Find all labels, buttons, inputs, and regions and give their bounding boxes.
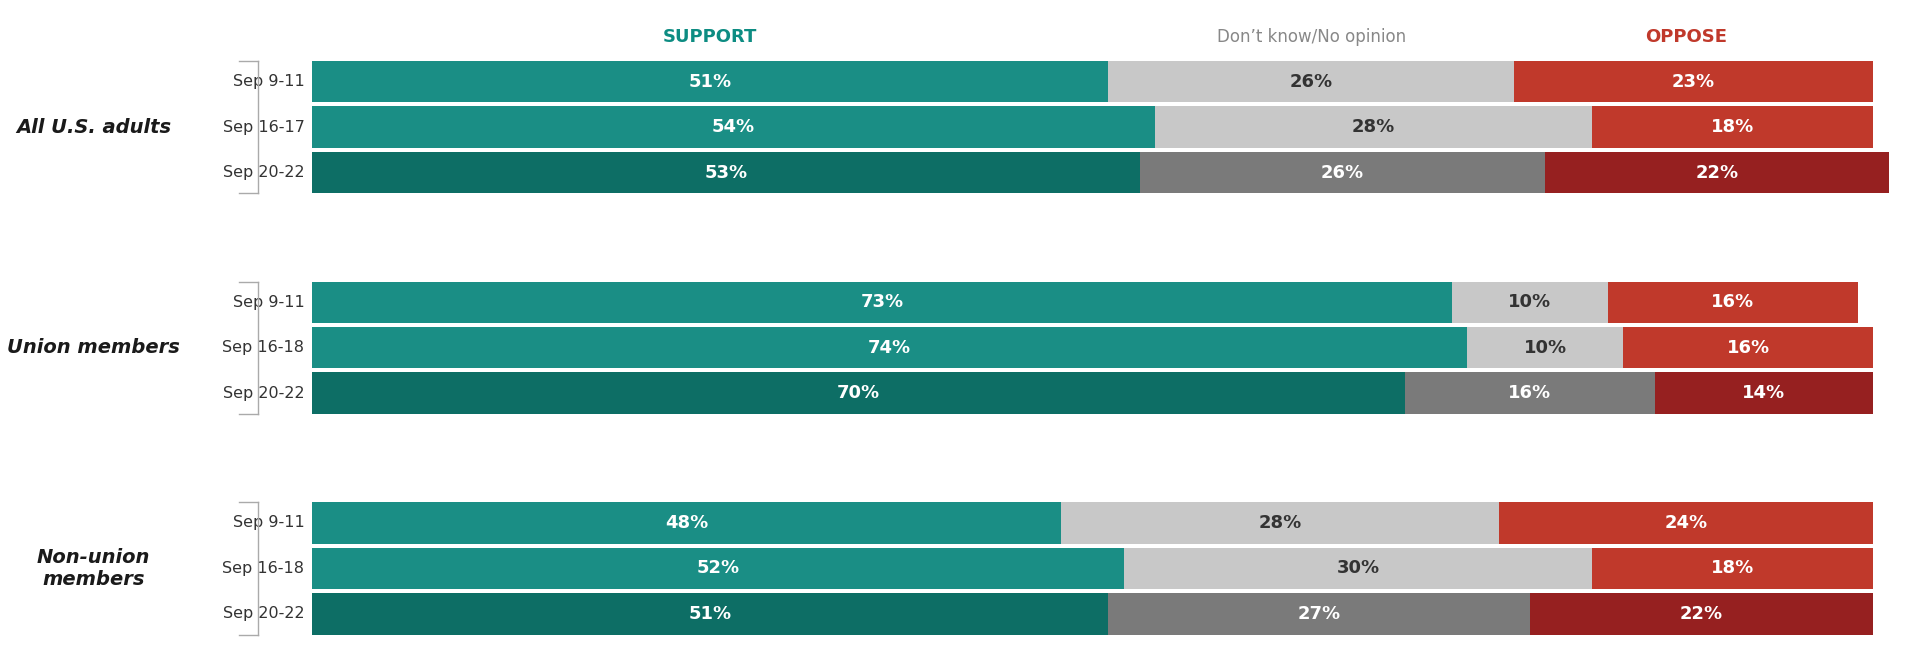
Text: 48%: 48% xyxy=(664,514,708,532)
Bar xyxy=(1592,106,1874,148)
Bar xyxy=(313,593,1108,634)
Text: Non-union
members: Non-union members xyxy=(36,548,150,589)
Text: 18%: 18% xyxy=(1711,118,1755,136)
Bar xyxy=(1405,372,1655,414)
Text: Sep 9-11: Sep 9-11 xyxy=(232,295,305,310)
Bar xyxy=(1546,152,1889,194)
Bar xyxy=(313,106,1156,148)
Text: 28%: 28% xyxy=(1352,118,1396,136)
Text: 16%: 16% xyxy=(1509,384,1551,402)
Text: 26%: 26% xyxy=(1321,163,1363,181)
Bar xyxy=(313,372,1405,414)
Text: Sep 20-22: Sep 20-22 xyxy=(223,165,305,180)
Text: Sep 16-18: Sep 16-18 xyxy=(223,340,305,355)
Bar xyxy=(1655,372,1874,414)
Text: All U.S. adults: All U.S. adults xyxy=(15,118,171,136)
Text: 16%: 16% xyxy=(1711,293,1755,311)
Text: Sep 9-11: Sep 9-11 xyxy=(232,74,305,89)
Bar xyxy=(1498,502,1874,544)
Bar xyxy=(1108,593,1530,634)
Text: Sep 20-22: Sep 20-22 xyxy=(223,606,305,622)
Text: 74%: 74% xyxy=(868,339,912,357)
Bar xyxy=(1139,152,1546,194)
Text: 24%: 24% xyxy=(1665,514,1707,532)
Bar xyxy=(1467,327,1624,368)
Text: 10%: 10% xyxy=(1524,339,1567,357)
Text: 22%: 22% xyxy=(1680,605,1722,623)
Bar xyxy=(1530,593,1874,634)
Text: Sep 20-22: Sep 20-22 xyxy=(223,386,305,401)
Bar xyxy=(1123,548,1592,589)
Text: OPPOSE: OPPOSE xyxy=(1645,28,1726,46)
Bar xyxy=(313,61,1108,102)
Text: 54%: 54% xyxy=(712,118,755,136)
Text: 18%: 18% xyxy=(1711,559,1755,577)
Text: 26%: 26% xyxy=(1290,73,1332,91)
Bar xyxy=(313,502,1062,544)
Text: 53%: 53% xyxy=(705,163,747,181)
Bar xyxy=(1156,106,1592,148)
Text: SUPPORT: SUPPORT xyxy=(662,28,756,46)
Bar xyxy=(1062,502,1498,544)
Bar xyxy=(313,282,1452,323)
Text: 14%: 14% xyxy=(1741,384,1786,402)
Text: 16%: 16% xyxy=(1726,339,1770,357)
Text: 28%: 28% xyxy=(1258,514,1302,532)
Bar xyxy=(1452,282,1607,323)
Text: Sep 9-11: Sep 9-11 xyxy=(232,515,305,530)
Text: 73%: 73% xyxy=(860,293,904,311)
Text: 52%: 52% xyxy=(697,559,739,577)
Bar xyxy=(313,327,1467,368)
Bar xyxy=(1108,61,1515,102)
Text: 51%: 51% xyxy=(689,73,732,91)
Text: 30%: 30% xyxy=(1336,559,1380,577)
Bar xyxy=(313,152,1139,194)
Text: 10%: 10% xyxy=(1509,293,1551,311)
Text: Union members: Union members xyxy=(8,338,180,358)
Text: 70%: 70% xyxy=(837,384,879,402)
Text: 27%: 27% xyxy=(1298,605,1340,623)
Bar xyxy=(1515,61,1874,102)
Bar xyxy=(313,548,1123,589)
Bar xyxy=(1624,327,1874,368)
Text: 51%: 51% xyxy=(689,605,732,623)
Bar xyxy=(1592,548,1874,589)
Text: 23%: 23% xyxy=(1672,73,1715,91)
Text: Sep 16-17: Sep 16-17 xyxy=(223,120,305,134)
Text: 22%: 22% xyxy=(1695,163,1740,181)
Text: Sep 16-18: Sep 16-18 xyxy=(223,561,305,576)
Text: Don’t know/No opinion: Don’t know/No opinion xyxy=(1217,28,1405,46)
Bar xyxy=(1607,282,1857,323)
